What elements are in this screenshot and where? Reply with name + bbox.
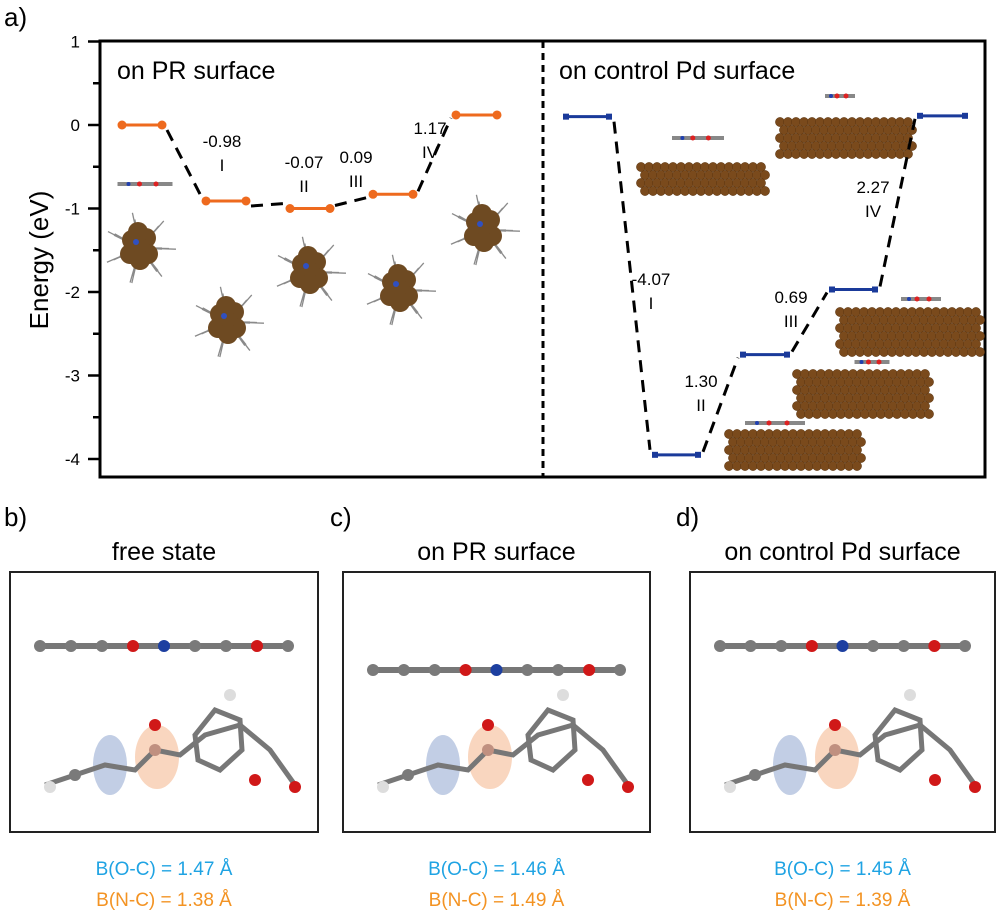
- step-roman-label: III: [349, 172, 363, 191]
- level-marker: [157, 120, 167, 130]
- level-marker: [829, 286, 835, 293]
- panel-title: free state: [112, 538, 216, 566]
- o-c-bond-length: B(O-C) = 1.45 Å: [774, 859, 911, 880]
- level-marker: [201, 196, 211, 206]
- step-roman-label: II: [696, 396, 705, 415]
- pr-cluster-structure: [450, 194, 521, 266]
- step-energy-label: 1.17: [413, 119, 446, 138]
- n-c-bond-length: B(N-C) = 1.38 Å: [96, 890, 232, 911]
- transition-connector: [165, 129, 203, 197]
- o-c-bond-length: B(O-C) = 1.47 Å: [96, 859, 233, 880]
- panel-title: on PR surface: [417, 538, 575, 566]
- adsorbate-molecule: [854, 359, 890, 365]
- pr-panel-title: on PR surface: [117, 57, 275, 85]
- structure-box: [689, 571, 996, 833]
- adsorbate-molecule: [745, 420, 805, 426]
- y-tick-label: 0: [71, 116, 80, 135]
- y-tick-label: -1: [65, 200, 80, 219]
- transition-connector: [250, 202, 286, 208]
- structure-box: [342, 571, 651, 833]
- level-marker: [451, 110, 461, 120]
- step-roman-label: IV: [865, 202, 882, 221]
- molecule-structure: [714, 640, 981, 795]
- step-energy-label: 2.27: [856, 178, 889, 197]
- adsorbate-molecule: [117, 181, 173, 187]
- level-marker: [241, 196, 251, 206]
- y-tick-label: -3: [65, 367, 80, 386]
- level-marker: [325, 204, 335, 213]
- transition-connector: [790, 291, 829, 353]
- pr-cluster-structure: [194, 286, 265, 358]
- step-roman-label: I: [649, 294, 654, 313]
- adsorbate-molecule: [825, 93, 855, 99]
- o-c-bond-length: B(O-C) = 1.46 Å: [428, 859, 565, 880]
- level-marker: [740, 351, 746, 358]
- level-marker: [606, 113, 612, 120]
- molecule-structure: [367, 664, 634, 795]
- pr-cluster-structure: [366, 254, 437, 326]
- step-energy-label: 1.30: [684, 372, 717, 391]
- n-c-bond-length: B(N-C) = 1.49 Å: [429, 890, 565, 911]
- pd-panel-title: on control Pd surface: [559, 57, 795, 85]
- panel-label: b): [4, 502, 27, 532]
- y-tick-label: -4: [65, 450, 80, 469]
- step-roman-label: I: [220, 156, 225, 175]
- level-marker: [917, 112, 923, 119]
- step-roman-label: II: [299, 177, 308, 196]
- level-marker: [285, 204, 295, 213]
- pr-cluster-structure: [106, 212, 177, 284]
- level-marker: [872, 286, 878, 293]
- molecule-structure: [34, 640, 301, 795]
- level-marker: [695, 451, 701, 458]
- level-marker: [408, 189, 418, 199]
- adsorbate-molecule: [672, 135, 724, 141]
- molecule-structures: [106, 93, 985, 471]
- panel-title: on control Pd surface: [724, 538, 960, 566]
- pd-slab: [835, 307, 985, 357]
- panel-label: d): [676, 502, 699, 532]
- level-marker: [563, 113, 569, 120]
- transition-connector: [612, 121, 652, 450]
- transition-connector: [416, 117, 453, 192]
- transition-connector: [878, 118, 917, 287]
- pd-slab: [792, 369, 934, 419]
- level-marker: [652, 451, 658, 458]
- step-energy-label: -0.98: [203, 132, 242, 151]
- step-roman-label: III: [784, 312, 798, 331]
- pd-slab: [636, 162, 770, 196]
- transition-connector: [334, 195, 369, 207]
- step-energy-label: -4.07: [632, 270, 671, 289]
- step-energy-label: 0.09: [339, 148, 372, 167]
- structure-box: [9, 571, 319, 833]
- adsorbate-molecule: [901, 296, 941, 302]
- y-tick-label: 1: [71, 33, 80, 52]
- level-marker: [784, 351, 790, 358]
- pd-slab: [724, 429, 866, 471]
- level-marker: [368, 189, 378, 199]
- y-tick-label: -2: [65, 283, 80, 302]
- pr-cluster-structure: [276, 236, 347, 308]
- y-axis-ticks: 1 0 -1 -2 -3 -4: [65, 33, 100, 469]
- step-energy-label: -0.07: [285, 153, 324, 172]
- step-energy-label: 0.69: [774, 288, 807, 307]
- transition-connector: [701, 357, 740, 453]
- level-marker: [492, 110, 502, 120]
- level-marker: [117, 120, 127, 130]
- level-marker: [962, 112, 968, 119]
- step-roman-label: IV: [422, 143, 439, 162]
- panel-label: c): [330, 502, 352, 532]
- energy-levels: -0.98 I -0.07 II 0.09 III 1.17 IV -4.07 I 1.30 II 0.…: [117, 110, 968, 458]
- n-c-bond-length: B(N-C) = 1.39 Å: [775, 890, 911, 911]
- bond-length-panels: b) free state B(O-C) = 1.47 Å B(N-C) = 1.38…: [4, 502, 996, 911]
- pd-slab: [775, 117, 917, 159]
- panel-a-label: a): [4, 2, 27, 32]
- y-axis-label: Energy (eV): [24, 191, 54, 330]
